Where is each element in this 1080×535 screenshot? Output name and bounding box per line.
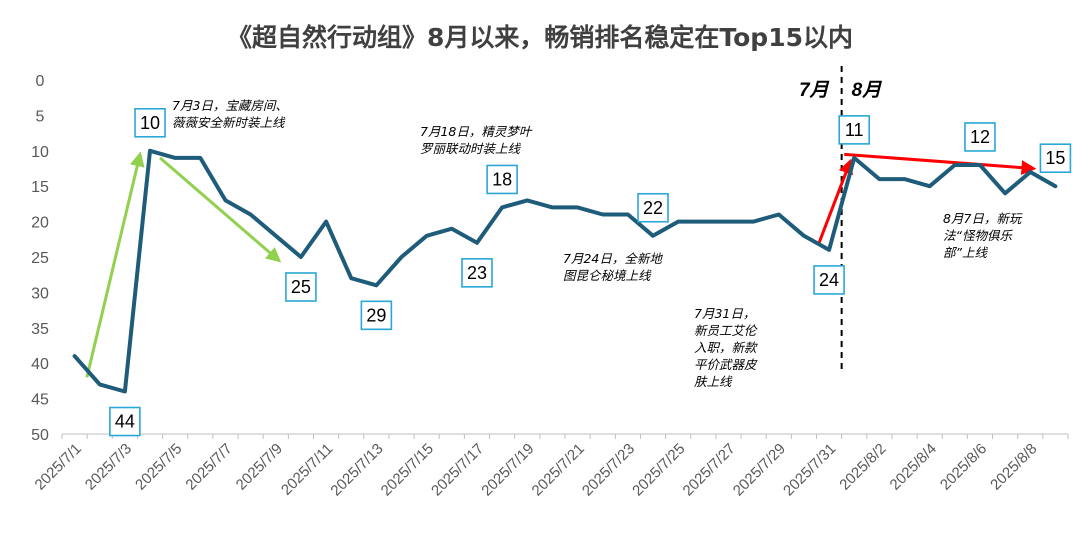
point-label-box: [1039, 143, 1072, 173]
y-tick-label: 30: [31, 285, 49, 302]
point-label-15: 15: [1039, 143, 1072, 173]
x-tick-label: 2025/7/23: [579, 440, 638, 499]
trend-arrow: [844, 152, 1037, 176]
point-label-text: 10: [140, 113, 160, 133]
x-tick-label: 2025/7/31: [780, 440, 839, 499]
x-tick-label: 2025/7/19: [478, 440, 537, 499]
x-tick-label: 2025/7/5: [132, 440, 185, 493]
y-tick-label: 35: [31, 321, 49, 338]
point-label-11: 11: [838, 115, 871, 145]
trend-arrow: [817, 158, 853, 244]
x-tick-label: 2025/7/25: [629, 440, 688, 499]
rank-series-line: [72, 148, 1058, 394]
point-label-box: [486, 164, 518, 195]
point-label-44: 44: [109, 406, 141, 437]
point-label-text: 12: [970, 127, 990, 147]
point-label-text: 22: [643, 198, 663, 218]
annotation-line: 肤上线: [694, 374, 733, 389]
annotation-line: 法“怪物俱乐: [943, 228, 1013, 243]
point-label-text: 44: [115, 412, 135, 432]
chart-title: 《超自然行动组》8月以来，畅销排名稳定在Top15以内: [227, 23, 853, 52]
annotation-jul31: 7月31日， 新员工艾伦入职，新款平价武器皮肤上线: [694, 306, 758, 389]
annotation-line: 入职，新款: [694, 340, 758, 355]
y-tick-label: 40: [31, 356, 49, 373]
point-label-box: [637, 192, 669, 223]
point-label-text: 15: [1045, 148, 1065, 168]
x-tick-label: 2025/7/13: [327, 440, 386, 499]
x-tick-label: 2025/7/27: [680, 440, 739, 499]
x-tick-label: 2025/7/21: [529, 440, 588, 499]
annotation-line: 7月18日，精灵梦叶: [420, 124, 533, 139]
point-label-box: [838, 115, 871, 145]
point-label-box: [813, 265, 845, 295]
point-label-25: 25: [285, 272, 317, 302]
y-tick-label: 20: [31, 215, 49, 232]
annotation-line: 平价武器皮: [694, 357, 758, 372]
annotation-line: 7月31日，: [694, 306, 755, 321]
point-labels: 44 10 25 29 23 18 22 24 11 12 15: [109, 108, 1072, 437]
trend-arrow: [159, 156, 282, 263]
trend-arrows: [85, 151, 1037, 378]
x-tick-label: 2025/8/6: [937, 440, 990, 493]
point-label-text: 11: [845, 120, 864, 140]
x-axis: 2025/7/12025/7/32025/7/52025/7/72025/7/9…: [32, 433, 1069, 499]
y-axis: 0 5 10 15 20 25 30 35 40 45 50: [31, 73, 49, 444]
annotation-line: 图昆仑秘境上线: [563, 268, 652, 283]
x-tick-label: 2025/8/2: [836, 440, 889, 493]
point-label-10: 10: [134, 108, 166, 138]
point-label-text: 25: [291, 277, 311, 297]
annotation-line: 8月7日，新玩: [943, 211, 1023, 226]
point-label-text: 23: [467, 263, 487, 283]
point-label-box: [461, 258, 493, 288]
point-label-24: 24: [813, 265, 845, 295]
annotation-aug7: 8月7日，新玩法“怪物俱乐部”上线: [943, 211, 1023, 260]
point-label-18: 18: [486, 164, 518, 195]
annotation-line: 7月3日，宝藏房间、: [172, 98, 288, 113]
point-label-text: 24: [819, 270, 839, 290]
point-label-29: 29: [360, 300, 393, 331]
point-label-box: [285, 272, 317, 302]
annotation-jul3: 7月3日，宝藏房间、薇薇安全新时装上线: [172, 98, 288, 130]
point-label-text: 18: [492, 169, 512, 189]
annotation-line: 新员工艾伦: [694, 323, 758, 338]
month-label-july: 7月: [799, 80, 830, 101]
point-label-22: 22: [637, 192, 669, 223]
y-tick-label: 45: [31, 392, 49, 409]
y-tick-label: 15: [31, 179, 49, 196]
x-tick-label: 2025/8/8: [987, 440, 1040, 493]
month-divider: 7月 8月: [799, 66, 882, 372]
x-tick-label: 2025/7/29: [730, 440, 789, 499]
rank-series: [72, 148, 1058, 394]
y-tick-label: 5: [36, 108, 45, 125]
annotations: 7月3日，宝藏房间、薇薇安全新时装上线 7月18日，精灵梦叶罗丽联动时装上线 7月2…: [172, 98, 1023, 389]
trend-arrow: [85, 151, 145, 378]
y-tick-label: 25: [31, 250, 49, 267]
x-tick-label: 2025/7/15: [378, 440, 437, 499]
y-tick-label: 50: [31, 427, 49, 444]
x-tick-label: 2025/7/1: [32, 440, 85, 493]
y-tick-label: 0: [36, 73, 45, 90]
x-tick-label: 2025/7/7: [182, 440, 235, 493]
point-label-box: [360, 300, 393, 331]
point-label-12: 12: [964, 122, 996, 152]
annotation-line: 罗丽联动时装上线: [420, 141, 522, 156]
x-tick-label: 2025/7/3: [82, 440, 135, 493]
point-label-23: 23: [461, 258, 493, 288]
annotation-line: 部”上线: [943, 245, 988, 260]
x-tick-label: 2025/7/11: [278, 440, 336, 498]
point-label-box: [109, 406, 141, 437]
annotation-line: 7月24日，全新地: [563, 251, 663, 266]
annotation-line: 薇薇安全新时装上线: [172, 115, 286, 130]
annotation-jul18: 7月18日，精灵梦叶罗丽联动时装上线: [420, 124, 533, 156]
x-tick-label: 2025/7/17: [428, 440, 487, 499]
x-tick-label: 2025/8/4: [887, 440, 940, 493]
y-tick-label: 10: [31, 144, 49, 161]
month-label-august: 8月: [852, 80, 883, 101]
annotation-jul24: 7月24日，全新地图昆仑秘境上线: [563, 251, 663, 283]
point-label-box: [964, 122, 996, 152]
point-label-text: 29: [366, 305, 386, 325]
point-label-box: [134, 108, 166, 138]
